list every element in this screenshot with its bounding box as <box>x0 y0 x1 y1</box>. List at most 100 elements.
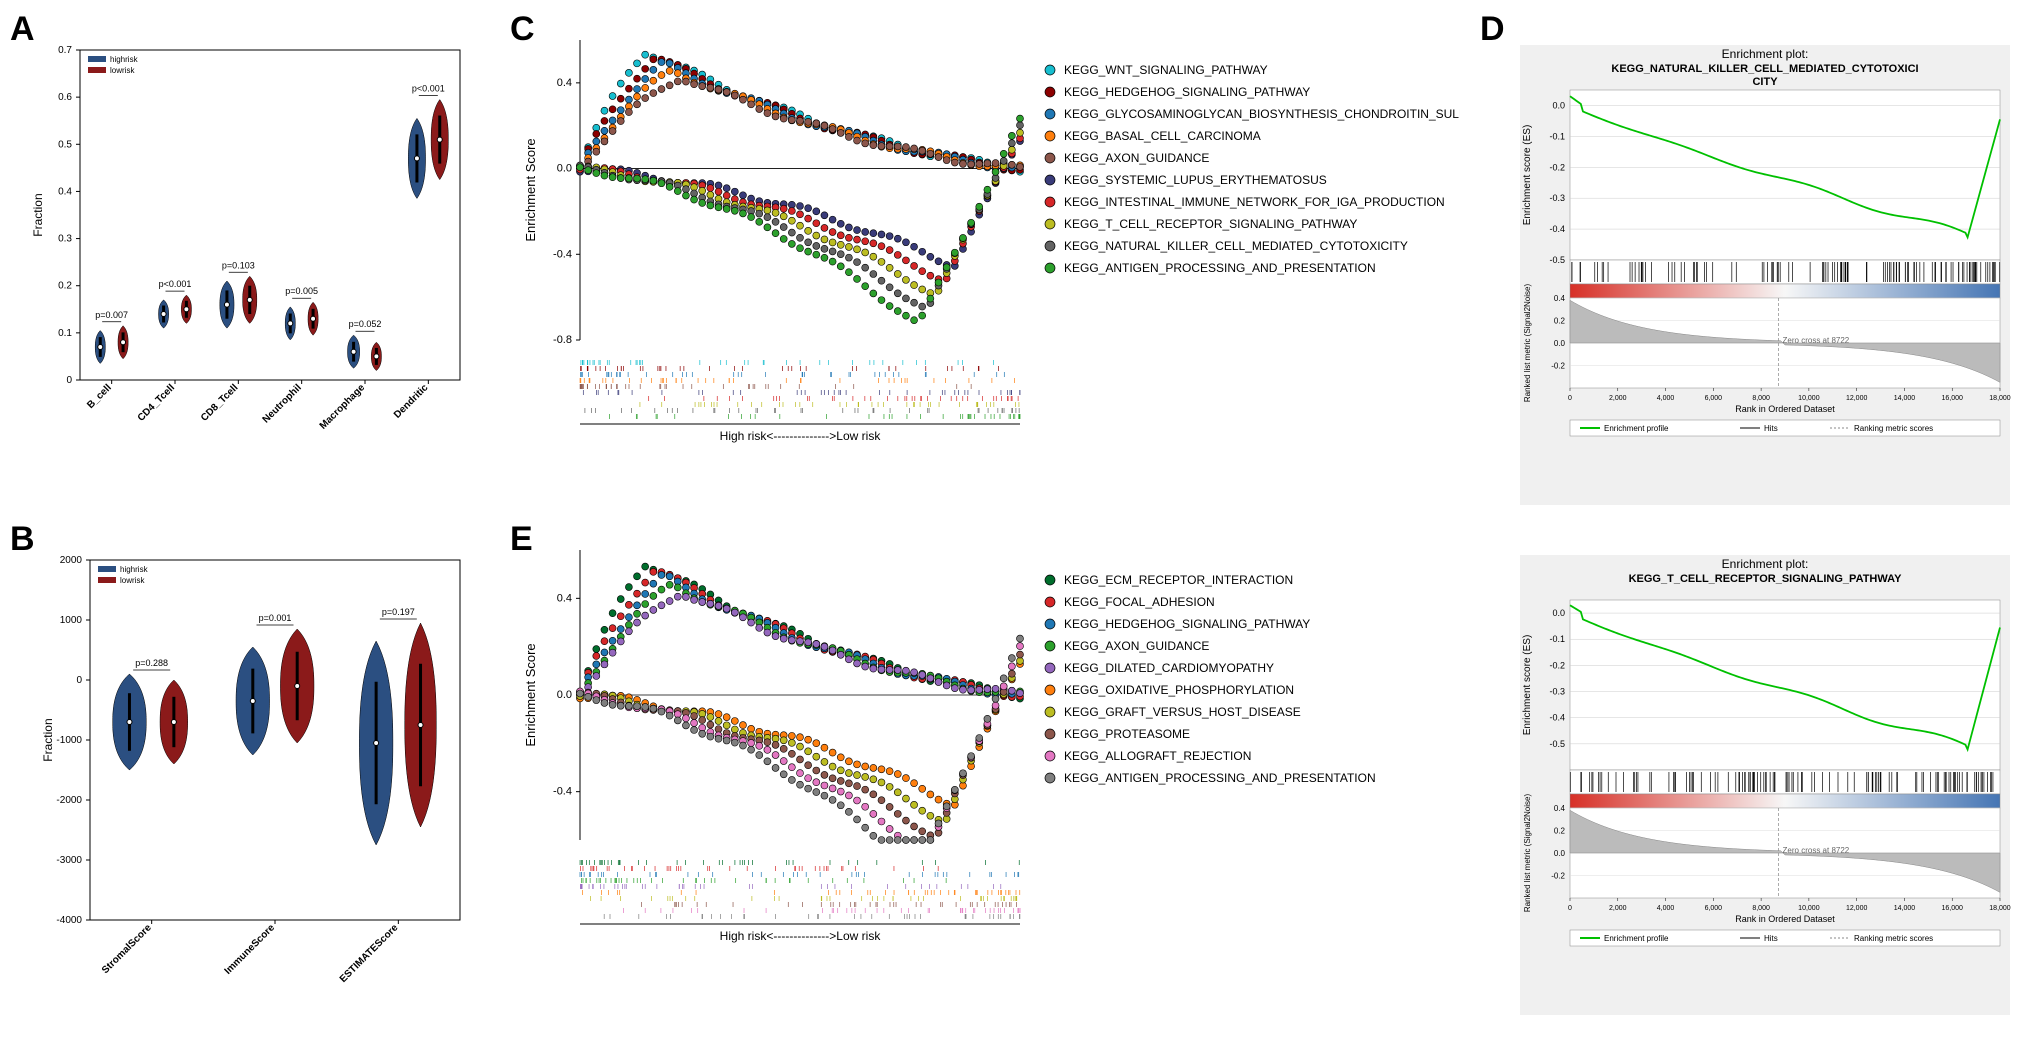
svg-text:4,000: 4,000 <box>1657 395 1675 402</box>
panel-e-svg: -0.40.00.4Enrichment ScoreHigh risk<----… <box>510 520 1460 1030</box>
svg-text:KEGG_BASAL_CELL_CARCINOMA: KEGG_BASAL_CELL_CARCINOMA <box>1064 129 1261 143</box>
svg-text:CITY: CITY <box>1752 76 1778 88</box>
svg-text:Enrichment profile: Enrichment profile <box>1604 424 1669 433</box>
svg-text:10,000: 10,000 <box>1798 395 1820 402</box>
panel-a-svg: 00.10.20.30.40.50.60.7Fractionp=0.007B_c… <box>10 10 480 480</box>
panel-b-label: B <box>10 520 35 559</box>
panel-d: D Enrichment plot: KEGG_NATURAL_KILLER_CE… <box>1480 10 2040 1020</box>
svg-text:-2000: -2000 <box>56 795 82 806</box>
svg-text:Ranked list metric (Signal2Noi: Ranked list metric (Signal2Noise) <box>1523 794 1532 913</box>
svg-text:B_cell: B_cell <box>85 382 114 411</box>
svg-text:Hits: Hits <box>1764 934 1778 943</box>
svg-text:p=0.007: p=0.007 <box>95 310 128 320</box>
svg-text:KEGG_HEDGEHOG_SIGNALING_PATHWA: KEGG_HEDGEHOG_SIGNALING_PATHWAY <box>1064 617 1310 631</box>
svg-text:lowrisk: lowrisk <box>110 66 135 75</box>
svg-text:0.4: 0.4 <box>1554 804 1566 813</box>
svg-text:0.0: 0.0 <box>557 689 572 701</box>
svg-text:6,000: 6,000 <box>1705 905 1723 912</box>
svg-text:-0.3: -0.3 <box>1549 193 1565 203</box>
svg-text:KEGG_T_CELL_RECEPTOR_SIGNALING: KEGG_T_CELL_RECEPTOR_SIGNALING_PATHWAY <box>1064 217 1357 231</box>
svg-text:16,000: 16,000 <box>1942 905 1964 912</box>
svg-text:highrisk: highrisk <box>120 565 149 574</box>
svg-text:0.6: 0.6 <box>58 92 72 103</box>
svg-text:14,000: 14,000 <box>1894 395 1916 402</box>
svg-text:Ranking metric scores: Ranking metric scores <box>1854 934 1933 943</box>
svg-text:-0.2: -0.2 <box>1551 872 1565 881</box>
svg-text:KEGG_OXIDATIVE_PHOSPHORYLATION: KEGG_OXIDATIVE_PHOSPHORYLATION <box>1064 683 1294 697</box>
svg-text:0: 0 <box>1568 905 1572 912</box>
svg-text:0.0: 0.0 <box>1554 339 1566 348</box>
panel-c: C -0.8-0.40.00.4Enrichment ScoreHigh ris… <box>510 10 1470 510</box>
svg-text:0.1: 0.1 <box>58 328 72 339</box>
figure-grid: A 00.10.20.30.40.50.60.7Fractionp=0.007B… <box>10 10 2030 1020</box>
svg-text:-0.1: -0.1 <box>1549 634 1565 644</box>
svg-text:Enrichment plot:: Enrichment plot: <box>1722 557 1809 571</box>
svg-text:p=0.052: p=0.052 <box>349 319 382 329</box>
svg-text:2000: 2000 <box>60 555 83 566</box>
svg-text:18,000: 18,000 <box>1989 395 2011 402</box>
panel-a: A 00.10.20.30.40.50.60.7Fractionp=0.007B… <box>10 10 500 510</box>
svg-text:Ranking metric scores: Ranking metric scores <box>1854 424 1933 433</box>
svg-text:-0.4: -0.4 <box>1549 713 1565 723</box>
svg-text:KEGG_GRAFT_VERSUS_HOST_DISEASE: KEGG_GRAFT_VERSUS_HOST_DISEASE <box>1064 705 1301 719</box>
svg-text:Neutrophil: Neutrophil <box>261 382 304 425</box>
svg-text:0: 0 <box>66 375 72 386</box>
svg-text:p<0.001: p<0.001 <box>159 279 192 289</box>
svg-text:Enrichment profile: Enrichment profile <box>1604 934 1669 943</box>
svg-text:Ranked list metric (Signal2Noi: Ranked list metric (Signal2Noise) <box>1523 284 1532 403</box>
svg-text:Rank in Ordered Dataset: Rank in Ordered Dataset <box>1735 404 1835 414</box>
svg-text:-0.2: -0.2 <box>1549 660 1565 670</box>
svg-text:ImmuneScore: ImmuneScore <box>223 922 278 977</box>
svg-text:Zero cross at 8722: Zero cross at 8722 <box>1783 846 1850 855</box>
svg-text:Dendritic: Dendritic <box>392 382 431 421</box>
svg-text:Enrichment score (ES): Enrichment score (ES) <box>1522 635 1533 736</box>
svg-text:High risk<-------------->Low r: High risk<-------------->Low risk <box>720 929 882 943</box>
svg-text:Macrophage: Macrophage <box>318 382 368 432</box>
svg-text:KEGG_PROTEASOME: KEGG_PROTEASOME <box>1064 727 1190 741</box>
svg-text:0.7: 0.7 <box>58 45 72 56</box>
svg-text:KEGG_NATURAL_KILLER_CELL_MEDIA: KEGG_NATURAL_KILLER_CELL_MEDIATED_CYTOTO… <box>1064 239 1408 253</box>
svg-text:p=0.288: p=0.288 <box>135 658 168 668</box>
svg-text:-0.4: -0.4 <box>1549 224 1565 234</box>
svg-text:KEGG_NATURAL_KILLER_CELL_MEDIA: KEGG_NATURAL_KILLER_CELL_MEDIATED_CYTOTO… <box>1611 63 1918 75</box>
svg-text:ESTIMATEScore: ESTIMATEScore <box>338 922 401 985</box>
svg-text:KEGG_GLYCOSAMINOGLYCAN_BIOSYNT: KEGG_GLYCOSAMINOGLYCAN_BIOSYNTHESIS_CHON… <box>1064 107 1460 121</box>
svg-text:0.4: 0.4 <box>58 186 72 197</box>
svg-text:0.2: 0.2 <box>58 281 72 292</box>
svg-text:0.4: 0.4 <box>1554 294 1566 303</box>
svg-text:-4000: -4000 <box>56 915 82 926</box>
svg-text:KEGG_ECM_RECEPTOR_INTERACTION: KEGG_ECM_RECEPTOR_INTERACTION <box>1064 573 1293 587</box>
svg-text:KEGG_AXON_GUIDANCE: KEGG_AXON_GUIDANCE <box>1064 639 1209 653</box>
panel-b: B -4000-3000-2000-1000010002000Fractionp… <box>10 520 500 1020</box>
svg-text:KEGG_HEDGEHOG_SIGNALING_PATHWA: KEGG_HEDGEHOG_SIGNALING_PATHWAY <box>1064 85 1310 99</box>
svg-text:6,000: 6,000 <box>1705 395 1723 402</box>
svg-text:-0.4: -0.4 <box>553 786 572 798</box>
panel-c-svg: -0.8-0.40.00.4Enrichment ScoreHigh risk<… <box>510 10 1460 500</box>
svg-text:2,000: 2,000 <box>1609 905 1627 912</box>
svg-text:Rank in Ordered Dataset: Rank in Ordered Dataset <box>1735 914 1835 924</box>
svg-text:16,000: 16,000 <box>1942 395 1964 402</box>
svg-text:8,000: 8,000 <box>1752 395 1770 402</box>
svg-text:-0.5: -0.5 <box>1549 255 1565 265</box>
svg-text:8,000: 8,000 <box>1752 905 1770 912</box>
svg-text:18,000: 18,000 <box>1989 905 2011 912</box>
svg-text:Enrichment score (ES): Enrichment score (ES) <box>1522 125 1533 226</box>
svg-text:p=0.197: p=0.197 <box>382 607 415 617</box>
panel-a-label: A <box>10 10 35 49</box>
svg-text:2,000: 2,000 <box>1609 395 1627 402</box>
svg-text:0.0: 0.0 <box>557 163 572 175</box>
svg-text:-0.2: -0.2 <box>1551 362 1565 371</box>
svg-text:KEGG_ANTIGEN_PROCESSING_AND_PR: KEGG_ANTIGEN_PROCESSING_AND_PRESENTATION <box>1064 261 1376 275</box>
svg-text:0.4: 0.4 <box>557 592 572 604</box>
svg-text:Fraction: Fraction <box>31 193 45 236</box>
svg-text:0: 0 <box>76 675 82 686</box>
svg-text:-0.3: -0.3 <box>1549 687 1565 697</box>
panel-d-label: D <box>1480 10 1505 49</box>
svg-text:0.0: 0.0 <box>1554 849 1566 858</box>
svg-text:1000: 1000 <box>60 615 83 626</box>
svg-text:Enrichment plot:: Enrichment plot: <box>1722 47 1809 61</box>
svg-text:4,000: 4,000 <box>1657 905 1675 912</box>
svg-text:Hits: Hits <box>1764 424 1778 433</box>
svg-text:p=0.103: p=0.103 <box>222 260 255 270</box>
panel-c-label: C <box>510 10 535 49</box>
